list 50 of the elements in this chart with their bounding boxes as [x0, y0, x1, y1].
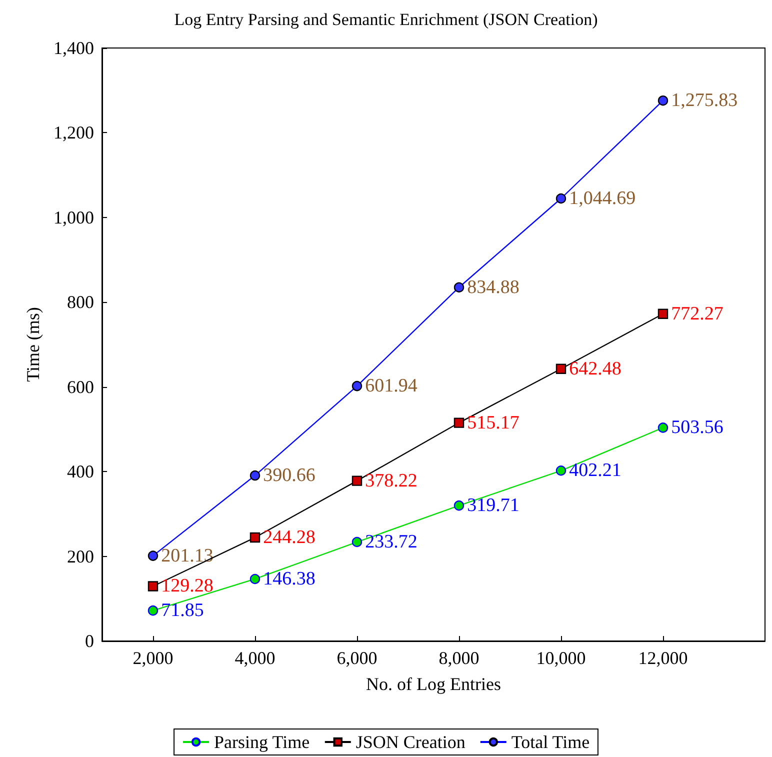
point [454, 500, 464, 511]
data-label: 772.27 [671, 303, 724, 324]
x-tick-label: 12,000 [638, 648, 688, 668]
data-label: 201.13 [161, 545, 214, 566]
data-label: 1,275.83 [671, 90, 738, 112]
data-label: 834.88 [467, 276, 520, 298]
data-label: 515.17 [467, 412, 520, 434]
point [352, 536, 362, 548]
data-label: 402.21 [569, 460, 622, 482]
chart-title: Log Entry Parsing and Semantic Enrichment (JSON Creation) [174, 10, 598, 29]
point [250, 574, 260, 584]
point [658, 308, 668, 319]
data-label: 129.28 [161, 576, 214, 597]
data-label: 244.28 [263, 527, 316, 548]
y-tick-label: 1,200 [54, 122, 94, 143]
y-tick-label: 400 [67, 462, 94, 482]
y-tick-label: 800 [67, 292, 94, 312]
point [250, 532, 260, 543]
data-label: 503.56 [671, 417, 724, 438]
y-tick-label: 600 [67, 376, 94, 397]
point [556, 466, 566, 476]
data-label: 378.22 [365, 470, 418, 492]
data-label: 642.48 [569, 358, 622, 380]
y-axis-title: Time (ms) [23, 307, 43, 382]
x-axis-title: No. of Log Entries [366, 674, 501, 694]
point [352, 476, 362, 486]
x-tick-label: 10,000 [536, 648, 586, 668]
data-label: 146.38 [263, 568, 316, 590]
x-tick-label: 2,000 [132, 648, 174, 668]
point [148, 581, 158, 592]
data-label: 390.66 [263, 465, 316, 486]
x-tick-label: 6,000 [336, 648, 378, 668]
y-tick-label: 1,000 [54, 207, 94, 228]
point [148, 605, 158, 616]
data-label: 319.71 [467, 495, 520, 516]
legend-label: Total Time [511, 732, 590, 752]
legend-label: JSON Creation [356, 732, 466, 752]
data-label: 1,044.69 [569, 188, 636, 209]
point [658, 422, 668, 433]
x-tick-label: 4,000 [234, 648, 276, 668]
legend-label: Parsing Time [214, 732, 310, 752]
y-tick-label: 1,400 [54, 38, 94, 58]
y-tick-label: 200 [67, 546, 94, 566]
x-tick-label: 8,000 [438, 648, 480, 668]
data-label: 601.94 [365, 376, 418, 397]
point [556, 364, 566, 374]
data-label: 233.72 [365, 532, 418, 553]
data-label: 71.85 [161, 600, 204, 622]
y-tick-label: 0 [85, 631, 94, 651]
point [454, 418, 464, 428]
